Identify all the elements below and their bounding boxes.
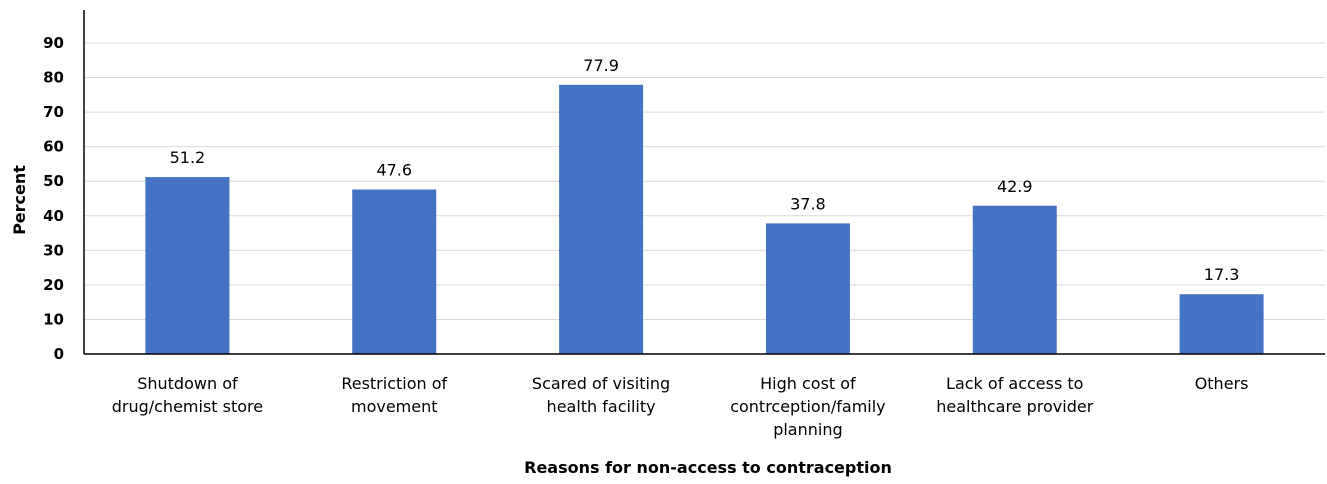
bar <box>145 177 230 354</box>
data-labels: 51.2 47.6 77.9 37.8 42.9 17.3 <box>170 56 1240 284</box>
axes <box>83 10 1325 355</box>
data-label: 47.6 <box>376 161 412 180</box>
x-category-label: High cost of contrception/family planning <box>730 374 885 439</box>
bar <box>352 189 437 354</box>
x-category-label: Lack of access to healthcare provider <box>936 374 1093 416</box>
data-label: 77.9 <box>583 56 619 75</box>
y-tick-label: 0 <box>54 345 64 363</box>
y-tick-label: 90 <box>43 34 64 52</box>
x-axis-title: Reasons for non-access to contraception <box>524 458 892 477</box>
y-tick-label: 60 <box>43 138 64 156</box>
gridlines <box>84 42 1325 320</box>
y-tick-labels: 0 10 20 30 40 50 60 70 80 90 <box>43 34 64 363</box>
y-tick-label: 30 <box>43 241 64 259</box>
data-label: 42.9 <box>997 177 1033 196</box>
y-tick-label: 10 <box>43 310 64 328</box>
y-tick-label: 70 <box>43 103 64 121</box>
y-tick-label: 40 <box>43 207 64 225</box>
bars <box>145 84 1264 354</box>
data-label: 51.2 <box>170 148 206 167</box>
x-category-label: Scared of visiting health facility <box>532 374 670 416</box>
y-tick-label: 20 <box>43 276 64 294</box>
data-label: 17.3 <box>1204 265 1240 284</box>
y-tick-label: 80 <box>43 69 64 87</box>
bar <box>559 84 644 354</box>
y-axis-title: Percent <box>10 165 29 235</box>
data-label: 37.8 <box>790 194 826 213</box>
bar <box>1179 294 1264 354</box>
y-tick-label: 50 <box>43 172 64 190</box>
x-category-label: Restriction of movement <box>341 374 447 416</box>
x-category-label: Others <box>1195 374 1249 393</box>
x-category-labels: Shutdown of drug/chemist store Restriction… <box>112 374 1249 439</box>
x-category-label: Shutdown of drug/chemist store <box>112 374 263 416</box>
bar <box>972 205 1057 354</box>
bar <box>765 223 850 354</box>
